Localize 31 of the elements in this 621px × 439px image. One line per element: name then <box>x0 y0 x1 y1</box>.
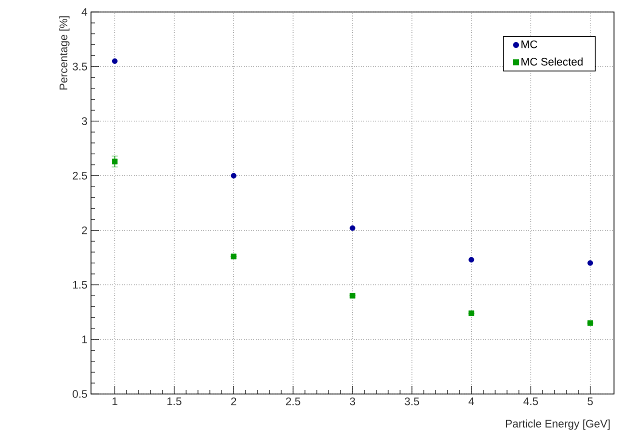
legend-label: MC <box>522 40 538 48</box>
point <box>112 58 118 64</box>
y-tick-label: 3.5 <box>72 62 88 70</box>
point <box>468 310 474 316</box>
y-tick-label: 2 <box>82 226 87 234</box>
point <box>112 158 118 164</box>
x-tick-label: 3 <box>350 398 356 406</box>
x-axis-title: Particle Energy [GeV] <box>506 420 610 430</box>
x-tick-label: 4 <box>468 398 474 406</box>
point <box>587 320 594 326</box>
point <box>350 292 356 299</box>
y-tick-label: 2.5 <box>72 172 88 180</box>
point <box>468 256 474 263</box>
point <box>350 225 356 231</box>
legend-label: MC Selected <box>522 58 583 66</box>
x-tick-label: 2 <box>231 398 236 406</box>
x-tick-label: 4.5 <box>523 398 538 406</box>
point <box>230 254 236 260</box>
x-tick-label: 1 <box>112 398 118 406</box>
x-tick-label: 1.5 <box>167 398 182 406</box>
point <box>230 172 236 178</box>
point <box>587 260 594 266</box>
y-axis-title: Percentage [%] <box>59 16 70 90</box>
y-tick-label: 1.5 <box>73 281 88 289</box>
x-tick-label: 3.5 <box>404 398 420 406</box>
y-tick-label: 3 <box>82 117 87 126</box>
y-tick-label: 1 <box>82 336 87 344</box>
x-tick-label: 5 <box>588 398 593 406</box>
y-tick-label: 0.5 <box>72 390 88 398</box>
y-tick-label: 4 <box>82 8 88 16</box>
x-tick-label: 2.5 <box>286 398 300 406</box>
